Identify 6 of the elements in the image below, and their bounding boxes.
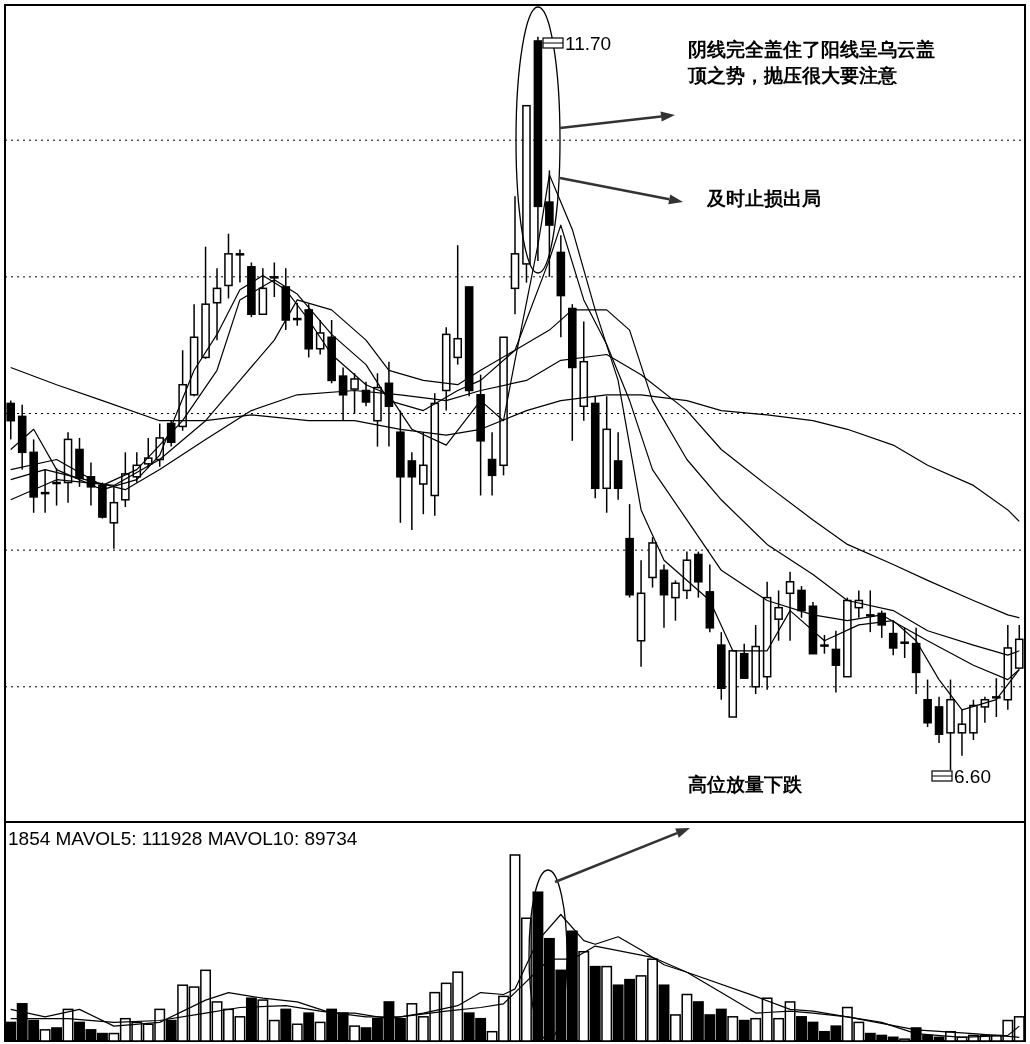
annotation: 阴线完全盖住了阳线呈乌云盖顶之势，抛压很大要注意: [687, 39, 935, 86]
annotation: 6.60: [954, 766, 991, 787]
annotation: 高位放量下跌: [688, 774, 803, 795]
annotation: 及时止损出局: [706, 188, 821, 209]
chart-title: 1854 MAVOL5: 111928 MAVOL10: 89734: [8, 828, 358, 849]
annotation: 11.70: [565, 33, 612, 54]
